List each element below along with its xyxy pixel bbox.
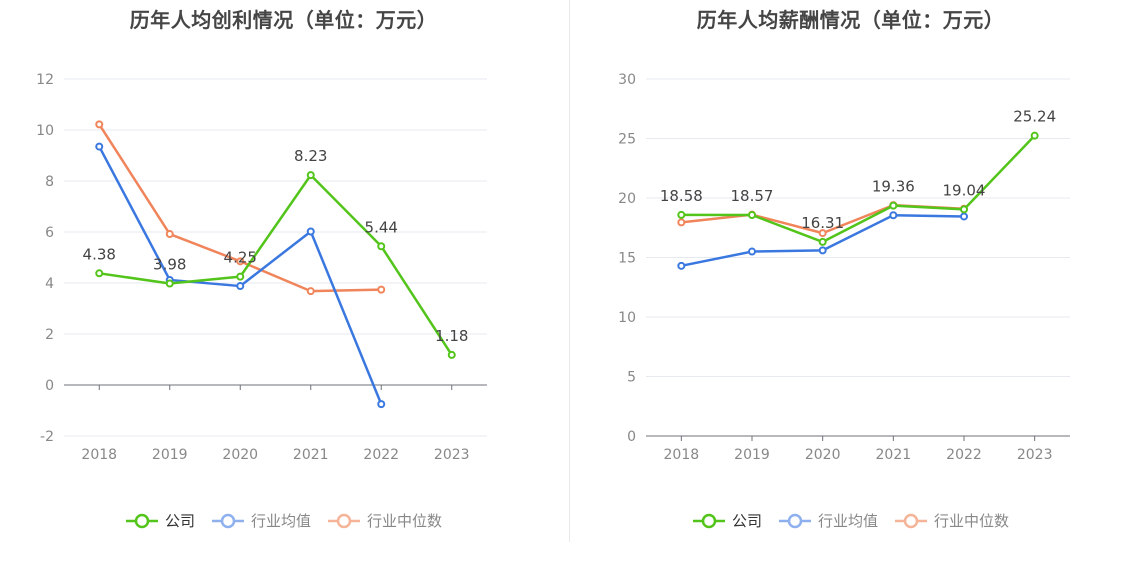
data-label: 25.24	[1013, 108, 1056, 126]
legend-item-company[interactable]: 公司	[125, 510, 195, 531]
legend-label-company: 公司	[731, 512, 762, 530]
data-point-industry-median[interactable]	[306, 287, 315, 296]
data-label: 4.25	[224, 249, 257, 267]
data-point-industry-median[interactable]	[677, 218, 686, 227]
data-point-industry-avg[interactable]	[748, 247, 756, 256]
data-label: 16.31	[801, 214, 844, 232]
panel-divider	[569, 0, 570, 542]
x-tick-label: 2023	[1017, 447, 1053, 463]
y-tick-label: 20	[618, 191, 636, 207]
data-point-industry-median[interactable]	[377, 285, 386, 294]
data-point-industry-avg[interactable]	[95, 142, 104, 151]
legend-label-industry-median: 行业中位数	[367, 512, 443, 530]
legend-label-industry-avg: 行业均值	[817, 512, 878, 530]
data-label: 8.23	[294, 147, 327, 165]
legend-item-industry-avg[interactable]: 行业均值	[211, 510, 311, 531]
y-tick-label: 2	[45, 327, 54, 343]
legend-label-industry-avg: 行业均值	[250, 512, 311, 530]
data-point-company[interactable]	[377, 242, 386, 251]
x-tick-label: 2020	[222, 447, 258, 463]
data-point-company[interactable]	[1030, 131, 1039, 140]
data-point-company[interactable]	[447, 350, 456, 359]
data-label: 3.98	[153, 256, 186, 274]
x-tick-label: 2018	[81, 447, 117, 463]
legend-item-industry-median[interactable]: 行业中位数	[894, 510, 1009, 531]
salary-chart-title: 历年人均薪酬情况（单位：万元）	[696, 8, 1005, 32]
y-tick-label: 10	[36, 123, 54, 139]
legend-industry-median-marker-icon	[895, 513, 927, 528]
x-tick-label: 2020	[805, 447, 841, 463]
legend-company-marker-icon	[125, 513, 158, 528]
x-tick-label: 2021	[293, 447, 329, 463]
y-tick-label: 4	[45, 276, 54, 292]
data-point-industry-avg[interactable]	[818, 246, 827, 255]
legend-item-industry-median[interactable]: 行业中位数	[327, 510, 442, 531]
data-point-company[interactable]	[889, 201, 898, 210]
profit-chart: -2 0 2 4 6 8 10 12 2018 2019 2020 2021 2022 2023 4.38 3…	[36, 72, 487, 463]
data-label: 18.58	[660, 187, 703, 205]
data-point-company[interactable]	[306, 171, 315, 180]
salary-chart-panel: 历年人均薪酬情况（单位：万元） 0 5 10 15 20 25 30 2018 2019 2020…	[567, 0, 1134, 582]
y-tick-label: 0	[627, 429, 636, 445]
data-point-company[interactable]	[95, 269, 104, 278]
series-line-company	[99, 173, 453, 356]
y-tick-label: 0	[45, 378, 54, 394]
data-label: 1.18	[435, 327, 468, 345]
data-label: 19.36	[872, 178, 915, 196]
legend-item-industry-avg[interactable]: 行业均值	[778, 510, 878, 531]
profit-chart-legend: 公司 行业均值 行业中位数	[0, 510, 567, 531]
data-label: 4.38	[83, 245, 116, 263]
series-line-company	[681, 134, 1036, 244]
y-tick-label: 15	[618, 251, 636, 267]
data-point-industry-median[interactable]	[818, 229, 827, 238]
legend-label-industry-median: 行业中位数	[934, 512, 1010, 530]
data-point-company[interactable]	[818, 237, 827, 246]
data-point-company[interactable]	[236, 272, 245, 281]
x-tick-label: 2023	[434, 447, 470, 463]
x-tick-label: 2019	[734, 447, 770, 463]
y-tick-label: 8	[45, 174, 54, 190]
data-point-industry-avg[interactable]	[960, 212, 968, 221]
salary-chart-legend: 公司 行业均值 行业中位数	[567, 510, 1134, 531]
legend-industry-avg-marker-icon	[778, 513, 811, 528]
data-point-industry-median[interactable]	[236, 257, 245, 266]
data-label: 18.57	[731, 187, 774, 205]
legend-item-company[interactable]: 公司	[692, 510, 762, 531]
profit-chart-panel: 历年人均创利情况（单位：万元） -2 0 2 4 6 8 10 12 2018 2019 2020 2…	[0, 8, 567, 531]
profit-chart-title: 历年人均创利情况（单位：万元）	[129, 8, 438, 32]
salary-chart: 0 5 10 15 20 25 30 2018 2019 2020 2021 2022 2023 18.5…	[618, 72, 1070, 463]
data-point-industry-avg[interactable]	[889, 211, 898, 220]
x-tick-label: 2022	[363, 447, 399, 463]
y-tick-label: 6	[45, 225, 54, 241]
data-point-company[interactable]	[165, 279, 174, 288]
y-tick-label: 5	[627, 370, 636, 386]
y-tick-label: 10	[618, 310, 636, 326]
data-point-company[interactable]	[960, 205, 968, 214]
data-point-industry-median[interactable]	[165, 230, 174, 239]
data-point-company[interactable]	[677, 210, 686, 219]
legend-industry-median-marker-icon	[328, 513, 360, 528]
legend-company-marker-icon	[692, 513, 725, 528]
data-point-industry-avg[interactable]	[677, 261, 686, 270]
data-label: 5.44	[365, 218, 398, 236]
y-tick-label: 30	[618, 72, 636, 88]
data-point-industry-avg[interactable]	[377, 400, 386, 409]
y-tick-label: 12	[36, 72, 54, 88]
x-tick-label: 2019	[152, 447, 188, 463]
x-tick-label: 2021	[876, 447, 912, 463]
x-tick-label: 2022	[946, 447, 982, 463]
x-tick-label: 2018	[664, 447, 700, 463]
legend-label-company: 公司	[164, 512, 195, 530]
data-point-industry-avg[interactable]	[306, 227, 315, 236]
data-point-company[interactable]	[748, 211, 756, 220]
legend-industry-avg-marker-icon	[211, 513, 244, 528]
y-tick-label: 25	[618, 132, 636, 148]
data-point-industry-median[interactable]	[95, 120, 104, 129]
data-point-industry-avg[interactable]	[236, 282, 245, 291]
y-tick-label: -2	[40, 429, 54, 445]
data-label: 19.04	[943, 181, 986, 199]
